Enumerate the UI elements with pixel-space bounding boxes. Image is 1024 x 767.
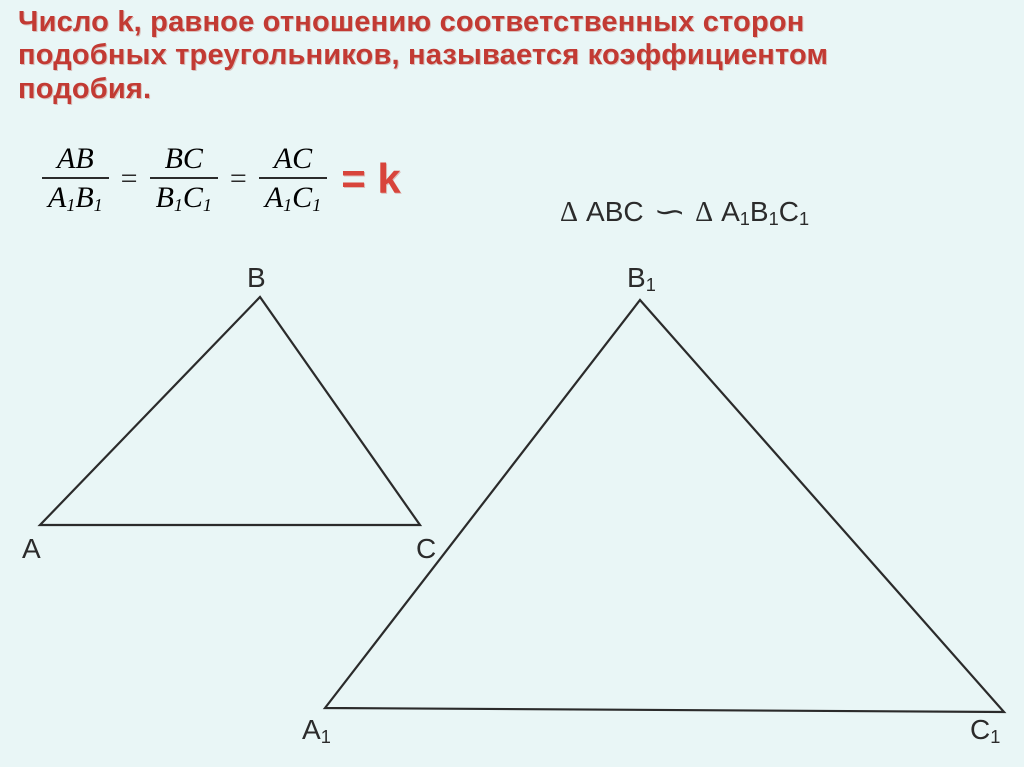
ratio-equation: AB A1B1 = BC B1C1 = AC A1C1 = k bbox=[40, 142, 401, 216]
equals-sign: = bbox=[111, 162, 148, 196]
triangle-symbol: Δ bbox=[695, 197, 715, 229]
fraction-3: AC A1C1 bbox=[257, 142, 329, 216]
equals-k: = k bbox=[329, 155, 401, 203]
vertex-label: С bbox=[416, 533, 436, 565]
vertex-label: С1 bbox=[970, 714, 1000, 748]
denominator: A1B1 bbox=[42, 177, 109, 216]
vertex-label: А1 bbox=[302, 714, 331, 748]
definition-text: Число k, равное отношению соответственны… bbox=[18, 6, 958, 106]
triangle-abc: ABC bbox=[586, 196, 644, 228]
vertex-label: А bbox=[22, 533, 41, 565]
fraction-2: BC B1C1 bbox=[148, 142, 220, 216]
similarity-statement: Δ ABC ∽ Δ A1B1C1 bbox=[560, 195, 809, 230]
vertex-label: В1 bbox=[627, 262, 656, 296]
similar-symbol: ∽ bbox=[642, 195, 697, 229]
slide-canvas: Число k, равное отношению соответственны… bbox=[0, 0, 1024, 767]
triangle-symbol: Δ bbox=[560, 197, 580, 229]
numerator: BC bbox=[159, 142, 209, 177]
triangle-a1b1c1: A1B1C1 bbox=[721, 196, 809, 230]
vertex-label: В bbox=[247, 262, 266, 294]
equals-sign: = bbox=[220, 162, 257, 196]
triangles-svg bbox=[0, 0, 1024, 767]
fraction-1: AB A1B1 bbox=[40, 142, 111, 216]
numerator: AB bbox=[51, 142, 100, 177]
numerator: AC bbox=[268, 142, 318, 177]
denominator: A1C1 bbox=[259, 177, 327, 216]
denominator: B1C1 bbox=[150, 177, 218, 216]
